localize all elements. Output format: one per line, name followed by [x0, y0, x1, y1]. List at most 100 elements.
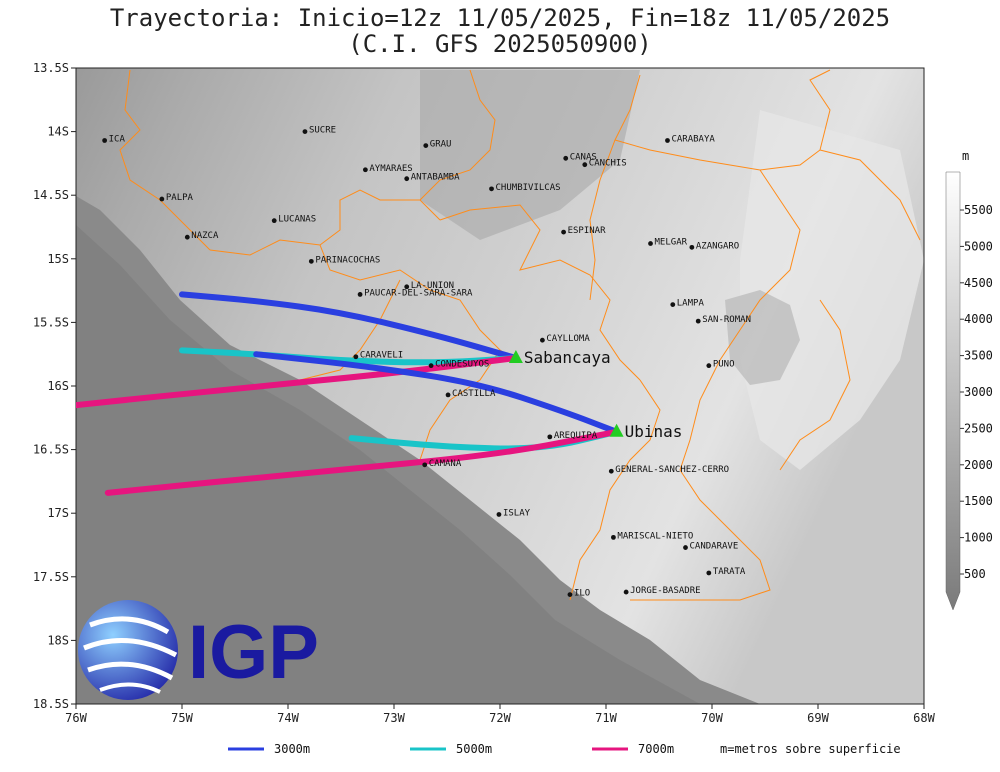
- x-tick-label: 75W: [171, 711, 193, 725]
- trajectory-ubinas-7000m: [104, 428, 620, 496]
- y-tick-label: 16S: [47, 379, 69, 393]
- y-tick-label: 18S: [47, 633, 69, 647]
- place-marker: [423, 143, 429, 148]
- place-marker: [623, 589, 629, 595]
- place-label: ESPINAR: [568, 226, 607, 236]
- place-label: SUCRE: [309, 126, 336, 136]
- volcano-label-sabancaya: Sabancaya: [524, 348, 611, 367]
- place-marker: [689, 244, 695, 250]
- x-tick-label: 69W: [807, 711, 829, 725]
- place-marker: [563, 155, 569, 161]
- place-label: CANDARAVE: [690, 542, 739, 552]
- y-tick-label: 16.5S: [33, 443, 69, 457]
- place-marker: [428, 363, 434, 369]
- place-label: CAMANA: [429, 459, 462, 469]
- legend-note: m=metros sobre superficie: [720, 742, 901, 756]
- place-marker: [561, 229, 566, 235]
- place-marker: [496, 512, 502, 517]
- trajectory-ubinas-3000m: [253, 351, 620, 435]
- place-marker: [608, 468, 614, 474]
- place-marker: [353, 354, 359, 360]
- place-label: LA-UNION: [411, 281, 454, 291]
- place-label: NAZCA: [191, 231, 219, 241]
- place-marker: [547, 434, 553, 440]
- place-label: TARATA: [713, 567, 746, 577]
- volcano-label-ubinas: Ubinas: [625, 422, 683, 441]
- place-marker: [489, 186, 494, 192]
- colorbar-label: 3500: [964, 349, 993, 363]
- place-marker: [308, 258, 314, 264]
- place-marker: [670, 302, 676, 307]
- chart-title-line1: Trayectoria: Inicio=12z 11/05/2025, Fin=…: [109, 4, 891, 32]
- logo-text: IGP: [188, 610, 319, 695]
- x-axis: 76W 75W 74W 73W 72W 71W 70W 69W 68W: [65, 704, 936, 725]
- place-label: AZANGARO: [696, 241, 739, 251]
- place-label: SAN-ROMAN: [702, 315, 751, 325]
- place-label: MELGAR: [655, 238, 688, 248]
- place-label: JORGE-BASADRE: [630, 586, 700, 596]
- place-marker: [404, 176, 410, 182]
- place-label: CANAS: [570, 152, 597, 162]
- colorbar: m 5500 5000 4500 4000 3500 3000 2500 2000 1500 10…: [945, 149, 993, 611]
- place-marker: [445, 392, 451, 398]
- volcano-marker: [609, 423, 624, 437]
- y-tick-label: 15S: [47, 252, 69, 266]
- place-marker: [184, 234, 190, 240]
- trajectory-sabancaya-7000m: [76, 355, 519, 409]
- trajectory-layer: [76, 291, 620, 496]
- x-tick-label: 74W: [277, 711, 299, 725]
- place-marker: [648, 241, 653, 246]
- place-label: ANTABAMBA: [411, 173, 460, 183]
- place-label: CONDESUYOS: [435, 360, 489, 370]
- place-label: CARAVELI: [360, 351, 403, 361]
- colorbar-label: 2000: [964, 458, 993, 472]
- place-marker: [357, 292, 363, 297]
- place-label: AREQUIPA: [554, 431, 598, 441]
- colorbar-label: 4500: [964, 276, 993, 290]
- y-tick-label: 18.5S: [33, 697, 69, 711]
- trajectory-sabancaya-3000m: [179, 291, 519, 362]
- y-tick-label: 14.5S: [33, 188, 69, 202]
- colorbar-label: 2500: [964, 421, 993, 435]
- place-label: CARABAYA: [671, 135, 715, 145]
- colorbar-unit: m: [962, 149, 969, 163]
- place-label: PARINACOCHAS: [315, 255, 380, 265]
- place-marker: [404, 284, 410, 290]
- chart-title-line2: (C.I. GFS 2025050900): [348, 30, 652, 58]
- colorbar-label: 1500: [964, 494, 993, 508]
- place-marker: [422, 462, 428, 468]
- x-tick-label: 76W: [65, 711, 87, 725]
- colorbar-label: 1000: [964, 531, 993, 545]
- place-marker: [159, 196, 165, 202]
- volcano-marker: [508, 350, 523, 364]
- place-marker: [665, 138, 670, 143]
- political-borders: [119, 69, 921, 601]
- place-label: LUCANAS: [278, 215, 316, 225]
- y-tick-label: 14S: [47, 125, 69, 139]
- place-label: GRAU: [430, 140, 452, 150]
- colorbar-label: 5500: [964, 203, 993, 217]
- place-label: ICA: [109, 135, 126, 145]
- place-marker: [611, 534, 616, 540]
- place-marker: [706, 363, 712, 369]
- legend-label: 7000m: [638, 742, 674, 756]
- place-label: CASTILLA: [452, 389, 496, 399]
- place-marker: [695, 318, 701, 324]
- y-tick-label: 15.5S: [33, 315, 69, 329]
- place-label: CHUMBIVILCAS: [496, 183, 561, 193]
- place-label: GENERAL-SANCHEZ-CERRO: [615, 465, 729, 475]
- place-marker: [683, 545, 688, 550]
- place-marker: [362, 167, 368, 173]
- place-label: MARISCAL-NIETO: [617, 531, 693, 541]
- place-marker: [102, 138, 108, 143]
- igp-logo: IGP: [78, 600, 319, 700]
- y-tick-label: 13.5S: [33, 61, 69, 75]
- colorbar-label: 5000: [964, 239, 993, 253]
- colorbar-label: 3000: [964, 385, 993, 399]
- y-tick-label: 17S: [47, 506, 69, 520]
- x-tick-label: 68W: [913, 711, 935, 725]
- place-label: PAUCAR-DEL-SARA-SARA: [364, 288, 473, 298]
- y-axis: 13.5S 14S 14.5S 15S 15.5S 16S 16.5S 17S 17.5S 18S…: [33, 61, 76, 711]
